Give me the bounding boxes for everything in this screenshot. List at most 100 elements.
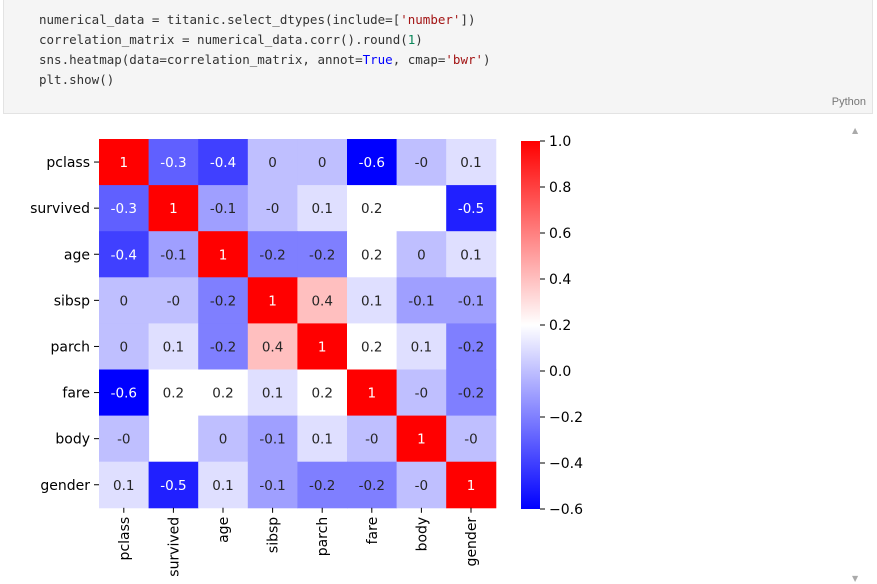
heatmap-cell: [297, 139, 348, 186]
colorbar-tick-label: 0.8: [549, 180, 571, 196]
heatmap-cell: [297, 231, 348, 278]
heatmap-cell: [148, 323, 199, 370]
cell-annotation: -0.5: [160, 478, 186, 494]
heatmap-cell: [347, 415, 398, 463]
heatmap-cell: [148, 185, 199, 232]
y-tick-label: body: [55, 432, 90, 448]
y-tick-label: survived: [30, 201, 90, 217]
cell-annotation: -0: [365, 432, 378, 448]
heatmap-cell: [297, 323, 348, 370]
heatmap-cell: [297, 461, 348, 509]
heatmap-cell: [247, 415, 298, 463]
code-editor[interactable]: numerical_data = titanic.select_dtypes(i…: [39, 10, 491, 90]
cell-annotation: -0.6: [111, 386, 137, 402]
cell-annotation: 0.2: [361, 247, 382, 263]
cell-annotation: 0.2: [163, 386, 184, 402]
cell-annotation: 0.2: [212, 386, 233, 402]
heatmap-cell: [347, 277, 398, 324]
cell-annotation: -0.1: [458, 293, 484, 309]
cell-annotation: 0.1: [113, 478, 134, 494]
cell-annotation: 0: [120, 293, 129, 309]
code-line: numerical_data = titanic.select_dtypes(i…: [39, 12, 476, 27]
cell-annotation: -0.2: [359, 478, 385, 494]
code-line: correlation_matrix = numerical_data.corr…: [39, 32, 423, 47]
heatmap-cell: [99, 231, 150, 278]
language-label: Python: [831, 96, 866, 108]
heatmap-cell: [446, 461, 497, 509]
heatmap-cell: [99, 461, 150, 509]
heatmap-cell: [446, 323, 497, 370]
cell-annotation: -0: [117, 432, 130, 448]
cell-annotation: 0.2: [361, 339, 382, 355]
heatmap-cell: [297, 277, 348, 324]
heatmap-cell: [396, 415, 447, 463]
cell-annotation: 0: [318, 155, 327, 171]
heatmap-cell: [347, 323, 398, 370]
colorbar-tick-label: 0.0: [549, 364, 571, 380]
cell-annotation: 1: [120, 155, 129, 171]
heatmap-cell: [99, 139, 150, 186]
cell-annotation: -0.2: [458, 386, 484, 402]
cell-annotation: 0.1: [460, 155, 481, 171]
cell-annotation: 0: [219, 432, 228, 448]
heatmap-cell: [148, 139, 199, 186]
heatmap-cell: [347, 139, 398, 186]
cell-annotation: 0.2: [361, 201, 382, 217]
code-line: sns.heatmap(data=correlation_matrix, ann…: [39, 52, 491, 67]
heatmap-cell: [396, 277, 447, 324]
x-tick-label: parch: [315, 517, 331, 556]
heatmap-cell: [446, 415, 497, 463]
cell-annotation: -0: [464, 432, 477, 448]
cell-annotation: 0.4: [311, 293, 332, 309]
cell-annotation: -0.2: [210, 339, 236, 355]
heatmap-cell: [198, 277, 249, 324]
x-tick-label: gender: [464, 517, 480, 567]
cell-annotation: -0.5: [458, 201, 484, 217]
heatmap-cell: [198, 323, 249, 370]
heatmap-cell: [247, 231, 298, 278]
scroll-up-icon[interactable]: ▲: [852, 126, 859, 135]
cell-annotation: 1: [368, 386, 377, 402]
colorbar-tick-label: 1.0: [549, 134, 571, 150]
cell-annotation: -0.3: [160, 155, 186, 171]
heatmap-cell: [247, 185, 298, 232]
cell-annotation: 1: [318, 339, 327, 355]
cell-annotation: 0.1: [311, 432, 332, 448]
cell-annotation: -0.3: [111, 201, 137, 217]
cell-annotation: 0.2: [311, 386, 332, 402]
cell-annotation: -0.4: [210, 155, 236, 171]
cell-annotation: -0: [415, 386, 428, 402]
colorbar-tick-label: −0.6: [549, 502, 583, 518]
heatmap-cell: [396, 231, 447, 278]
x-tick-label: fare: [365, 517, 381, 545]
x-tick-label: body: [414, 517, 430, 552]
heatmap-cell: [247, 277, 298, 324]
heatmap-cell: [396, 369, 447, 417]
heatmap-cell: [99, 323, 150, 370]
heatmap-cell: [347, 185, 398, 232]
heatmap-cell: [446, 277, 497, 324]
heatmap-cell: [396, 139, 447, 186]
cell-annotation: -0.1: [259, 432, 285, 448]
heatmap-cell: [347, 369, 398, 417]
cell-annotation: -0: [415, 155, 428, 171]
heatmap-cell: [446, 231, 497, 278]
heatmap-cell: [396, 461, 447, 509]
cell-annotation: 0.4: [262, 339, 283, 355]
heatmap-cell: [396, 323, 447, 370]
heatmap-cell: [148, 369, 199, 417]
code-cell[interactable]: numerical_data = titanic.select_dtypes(i…: [3, 0, 873, 114]
heatmap-cell: [247, 369, 298, 417]
cell-annotation: -0: [266, 201, 279, 217]
cell-annotation: 0: [120, 339, 129, 355]
x-tick-label: pclass: [117, 517, 133, 561]
heatmap-cell: [148, 231, 199, 278]
heatmap-cell: [99, 369, 150, 417]
scroll-down-icon[interactable]: ▼: [852, 574, 859, 583]
cell-annotation: 0.1: [460, 247, 481, 263]
heatmap-cell: [247, 139, 298, 186]
colorbar-tick-label: 0.2: [549, 318, 571, 334]
cell-annotation: -0.2: [309, 247, 335, 263]
cell-annotation: 0.1: [361, 293, 382, 309]
cell-annotation: -0.2: [259, 247, 285, 263]
